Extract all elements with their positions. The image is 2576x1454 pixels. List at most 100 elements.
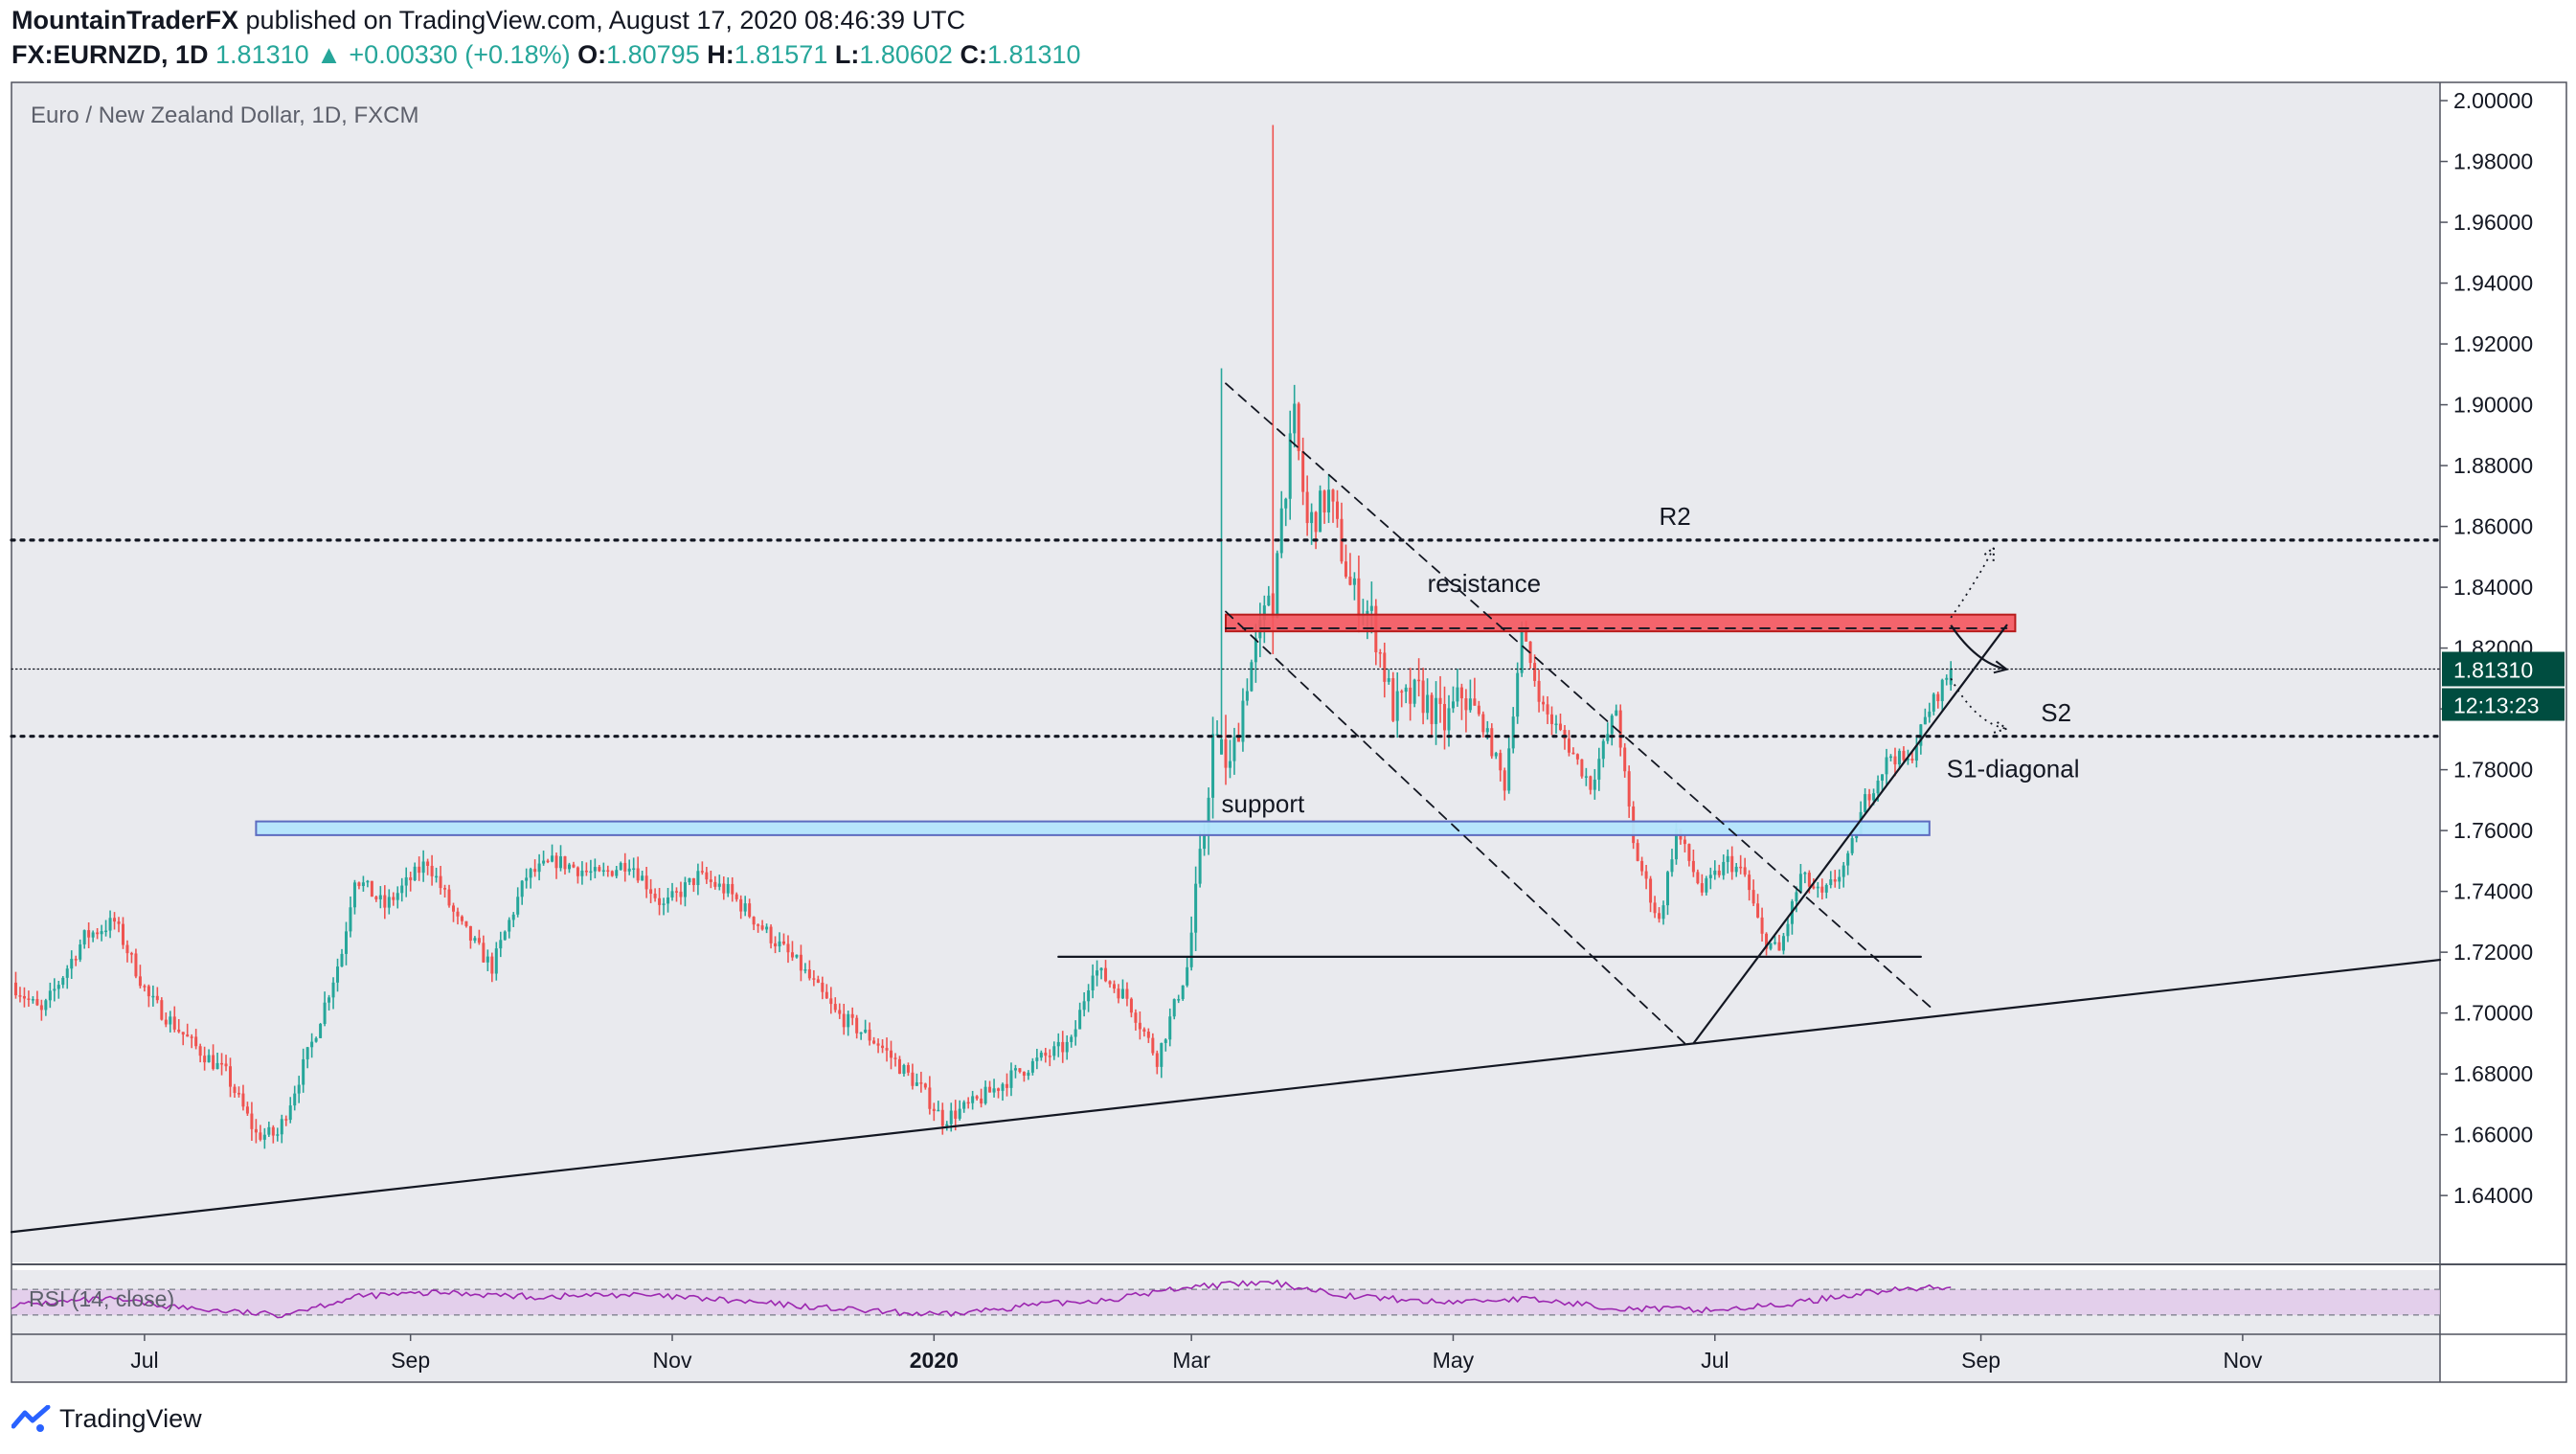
candle-body <box>1194 883 1198 933</box>
candle-body <box>1134 1012 1138 1023</box>
candle-body <box>653 894 657 898</box>
rsi-line <box>11 1279 1952 1319</box>
candle-body <box>1400 691 1404 693</box>
candle-body <box>1228 761 1232 768</box>
candle-body <box>1777 942 1781 951</box>
candle-body <box>589 871 593 874</box>
candle-body <box>138 976 142 987</box>
candle-body <box>508 920 511 932</box>
candle-body <box>842 1013 846 1028</box>
candle-body <box>1104 967 1108 982</box>
candle-body <box>1232 737 1236 761</box>
author-name[interactable]: MountainTraderFX <box>11 6 239 34</box>
symbol-name[interactable]: FX:EURNZD, 1D <box>11 40 209 69</box>
candle-body <box>1262 605 1266 621</box>
candle-body <box>576 867 579 876</box>
candle-body <box>1271 593 1275 618</box>
candle-body <box>229 1066 233 1087</box>
candle-body <box>731 883 734 895</box>
candle-body <box>319 1024 323 1038</box>
candle-body <box>1665 872 1669 906</box>
candle-body <box>1301 450 1305 492</box>
candle-body <box>559 855 563 869</box>
candle-body <box>636 868 640 881</box>
candle-body <box>1369 605 1373 611</box>
candle-body <box>1417 679 1421 682</box>
candle-body <box>864 1029 868 1033</box>
candle-body <box>169 1016 172 1025</box>
candle-body <box>1722 861 1726 875</box>
candle-body <box>1468 698 1472 711</box>
footer-brand[interactable]: TradingView <box>59 1404 202 1433</box>
candle-body <box>1824 885 1828 893</box>
close-value: 1.81310 <box>986 40 1081 69</box>
x-tick-label: May <box>1433 1348 1475 1373</box>
candle-body <box>1691 860 1695 873</box>
candle-body <box>1838 876 1842 882</box>
candle-body <box>404 876 408 886</box>
candle-body <box>1683 839 1686 845</box>
candle-body <box>323 1002 327 1025</box>
candle-body <box>1177 999 1181 1001</box>
x-tick-label: Jul <box>130 1348 158 1373</box>
candle-body <box>370 880 373 897</box>
candle-body <box>409 876 413 880</box>
candle-body <box>1563 729 1567 739</box>
candle-body <box>593 867 597 872</box>
candle-body <box>790 952 794 958</box>
candle-body <box>1765 933 1769 949</box>
candle-body <box>1756 903 1760 918</box>
candle-body <box>1876 780 1880 794</box>
down-projection-arrowhead <box>1993 720 2009 734</box>
candle-body <box>1443 703 1447 731</box>
candle-body <box>464 920 468 926</box>
candle-body <box>1910 759 1914 761</box>
candle-body <box>233 1086 237 1094</box>
candle-body <box>1708 875 1712 878</box>
candle-body <box>400 885 404 894</box>
candle-body <box>1644 871 1648 879</box>
candle-body <box>971 1096 975 1103</box>
candle-body <box>525 877 529 881</box>
candle-body <box>799 954 802 971</box>
candle-body <box>460 916 463 921</box>
candle-body <box>1829 879 1833 886</box>
candle-body <box>765 926 769 930</box>
candle-body <box>1186 966 1189 986</box>
candle-body <box>644 875 648 890</box>
candle-body <box>186 1034 190 1037</box>
candle-body <box>1331 489 1335 502</box>
candle-body <box>1885 757 1888 775</box>
candle-body <box>1061 1041 1065 1053</box>
candle-body <box>503 931 507 941</box>
candle-body <box>1649 878 1653 903</box>
candle-body <box>87 930 91 938</box>
candle-body <box>825 991 828 999</box>
candle-body <box>1597 759 1601 780</box>
candle-body <box>881 1045 885 1049</box>
candle-body <box>293 1093 297 1106</box>
candle-body <box>1584 776 1588 778</box>
candle-body <box>1160 1042 1164 1067</box>
up-projection <box>1950 547 1995 619</box>
candle-body <box>1842 865 1845 877</box>
candle-body <box>949 1110 953 1125</box>
candle-body <box>1798 874 1802 893</box>
candle-body <box>529 869 532 878</box>
candle-body <box>1571 752 1575 755</box>
candle-body <box>1653 902 1657 914</box>
long-trendline-line <box>10 958 2442 1234</box>
candle-body <box>1181 985 1185 1000</box>
candle-body <box>70 959 74 969</box>
candle-body <box>1013 1068 1017 1071</box>
candle-body <box>1404 687 1408 693</box>
candle-body <box>1575 754 1579 760</box>
candle-body <box>104 930 108 933</box>
candle-body <box>748 903 752 918</box>
candle-body <box>572 864 576 868</box>
candle-body <box>53 988 56 991</box>
candle-body <box>194 1036 198 1047</box>
candle-body <box>1803 873 1807 875</box>
candle-body <box>1065 1041 1069 1053</box>
